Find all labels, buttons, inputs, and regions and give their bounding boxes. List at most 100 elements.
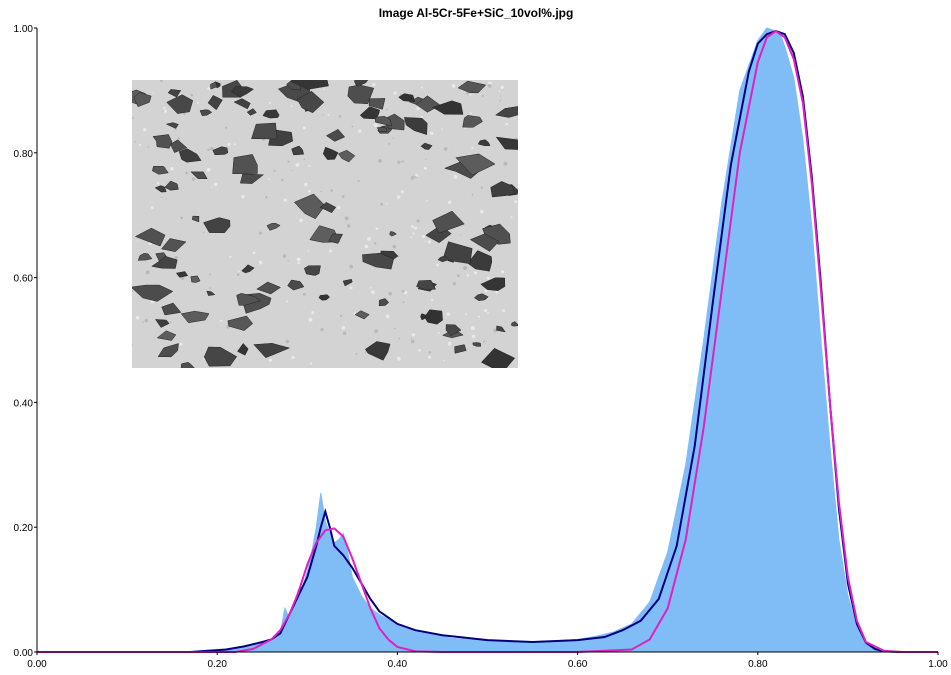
particle <box>403 117 428 135</box>
particle <box>199 109 213 116</box>
particle <box>303 265 321 276</box>
particle <box>190 171 208 180</box>
y-tick-label: 0.20 <box>14 523 34 534</box>
particle <box>237 343 249 356</box>
particle <box>374 116 392 127</box>
inset-micrograph-image <box>132 80 518 368</box>
particle <box>477 139 491 147</box>
particle <box>207 95 223 111</box>
particle <box>473 293 489 301</box>
particle <box>134 227 166 247</box>
particle <box>192 215 200 223</box>
particle <box>256 281 282 295</box>
x-tick-label: 0.20 <box>207 659 227 670</box>
particle <box>398 93 416 102</box>
particle <box>175 271 189 278</box>
particle <box>132 284 174 302</box>
particle <box>490 181 516 198</box>
particle <box>165 122 179 129</box>
particle <box>178 148 202 163</box>
particle <box>246 108 257 116</box>
particle <box>203 346 238 367</box>
particle <box>342 278 353 287</box>
particle <box>170 139 188 153</box>
particle <box>210 81 218 90</box>
particle <box>166 94 194 114</box>
particle <box>496 325 506 333</box>
particle <box>290 80 329 90</box>
y-tick-label: 1.00 <box>14 24 34 35</box>
particle <box>337 149 356 163</box>
particle <box>190 275 201 283</box>
x-tick-label: 1.00 <box>928 659 948 670</box>
particle <box>322 146 339 160</box>
x-tick-label: 0.40 <box>388 659 408 670</box>
x-tick-label: 0.60 <box>568 659 588 670</box>
particle <box>167 89 182 98</box>
particle <box>319 202 337 214</box>
particle <box>206 290 216 296</box>
particle <box>232 154 258 174</box>
particle <box>325 128 346 142</box>
y-tick-label: 0.80 <box>14 149 34 160</box>
particle <box>424 309 443 325</box>
particle <box>432 100 464 115</box>
particle <box>236 293 261 306</box>
particle <box>231 86 255 98</box>
particle <box>251 122 278 140</box>
particle <box>480 277 506 291</box>
particle <box>457 80 487 94</box>
particle <box>156 330 177 341</box>
particle <box>293 193 326 220</box>
y-tick-label: 0.00 <box>14 648 34 659</box>
particle <box>432 210 465 234</box>
particle <box>161 302 182 316</box>
particle <box>416 280 436 291</box>
particle <box>328 233 343 244</box>
particle <box>137 253 153 261</box>
particle <box>376 127 387 132</box>
particle <box>212 146 229 156</box>
particle <box>151 256 178 269</box>
particle <box>347 84 375 105</box>
particle <box>239 173 265 184</box>
x-axis: 0.00 0.20 0.40 0.60 0.80 1.00 <box>27 652 948 670</box>
particle <box>262 109 280 119</box>
particle <box>354 80 369 88</box>
particle <box>378 298 390 307</box>
particle <box>442 241 473 264</box>
particle <box>157 343 179 358</box>
particle <box>154 185 167 193</box>
particle <box>364 341 391 361</box>
particle <box>287 279 305 291</box>
particle <box>469 233 500 252</box>
particle <box>495 136 518 150</box>
particle <box>180 362 195 368</box>
particle <box>437 255 450 263</box>
y-axis: 0.00 0.20 0.40 0.60 0.80 1.00 <box>14 24 37 659</box>
particle <box>368 98 386 110</box>
particle <box>152 166 169 175</box>
particle <box>266 223 281 231</box>
series-line-fit <box>37 29 938 653</box>
particle <box>227 315 254 331</box>
particle <box>354 310 370 320</box>
y-tick-label: 0.60 <box>14 274 34 285</box>
particle <box>241 264 255 274</box>
particle <box>420 142 433 150</box>
particle <box>296 90 325 114</box>
particle <box>253 343 291 358</box>
particle <box>462 115 483 128</box>
particle <box>152 134 173 149</box>
particle <box>164 180 179 191</box>
x-tick-label: 0.00 <box>27 659 47 670</box>
particle <box>455 153 496 176</box>
y-tick-label: 0.40 <box>14 398 34 409</box>
particle <box>180 310 210 324</box>
particle <box>291 145 305 156</box>
particle <box>389 231 397 237</box>
particle <box>472 342 481 347</box>
particle <box>445 324 462 337</box>
particle <box>133 92 152 108</box>
